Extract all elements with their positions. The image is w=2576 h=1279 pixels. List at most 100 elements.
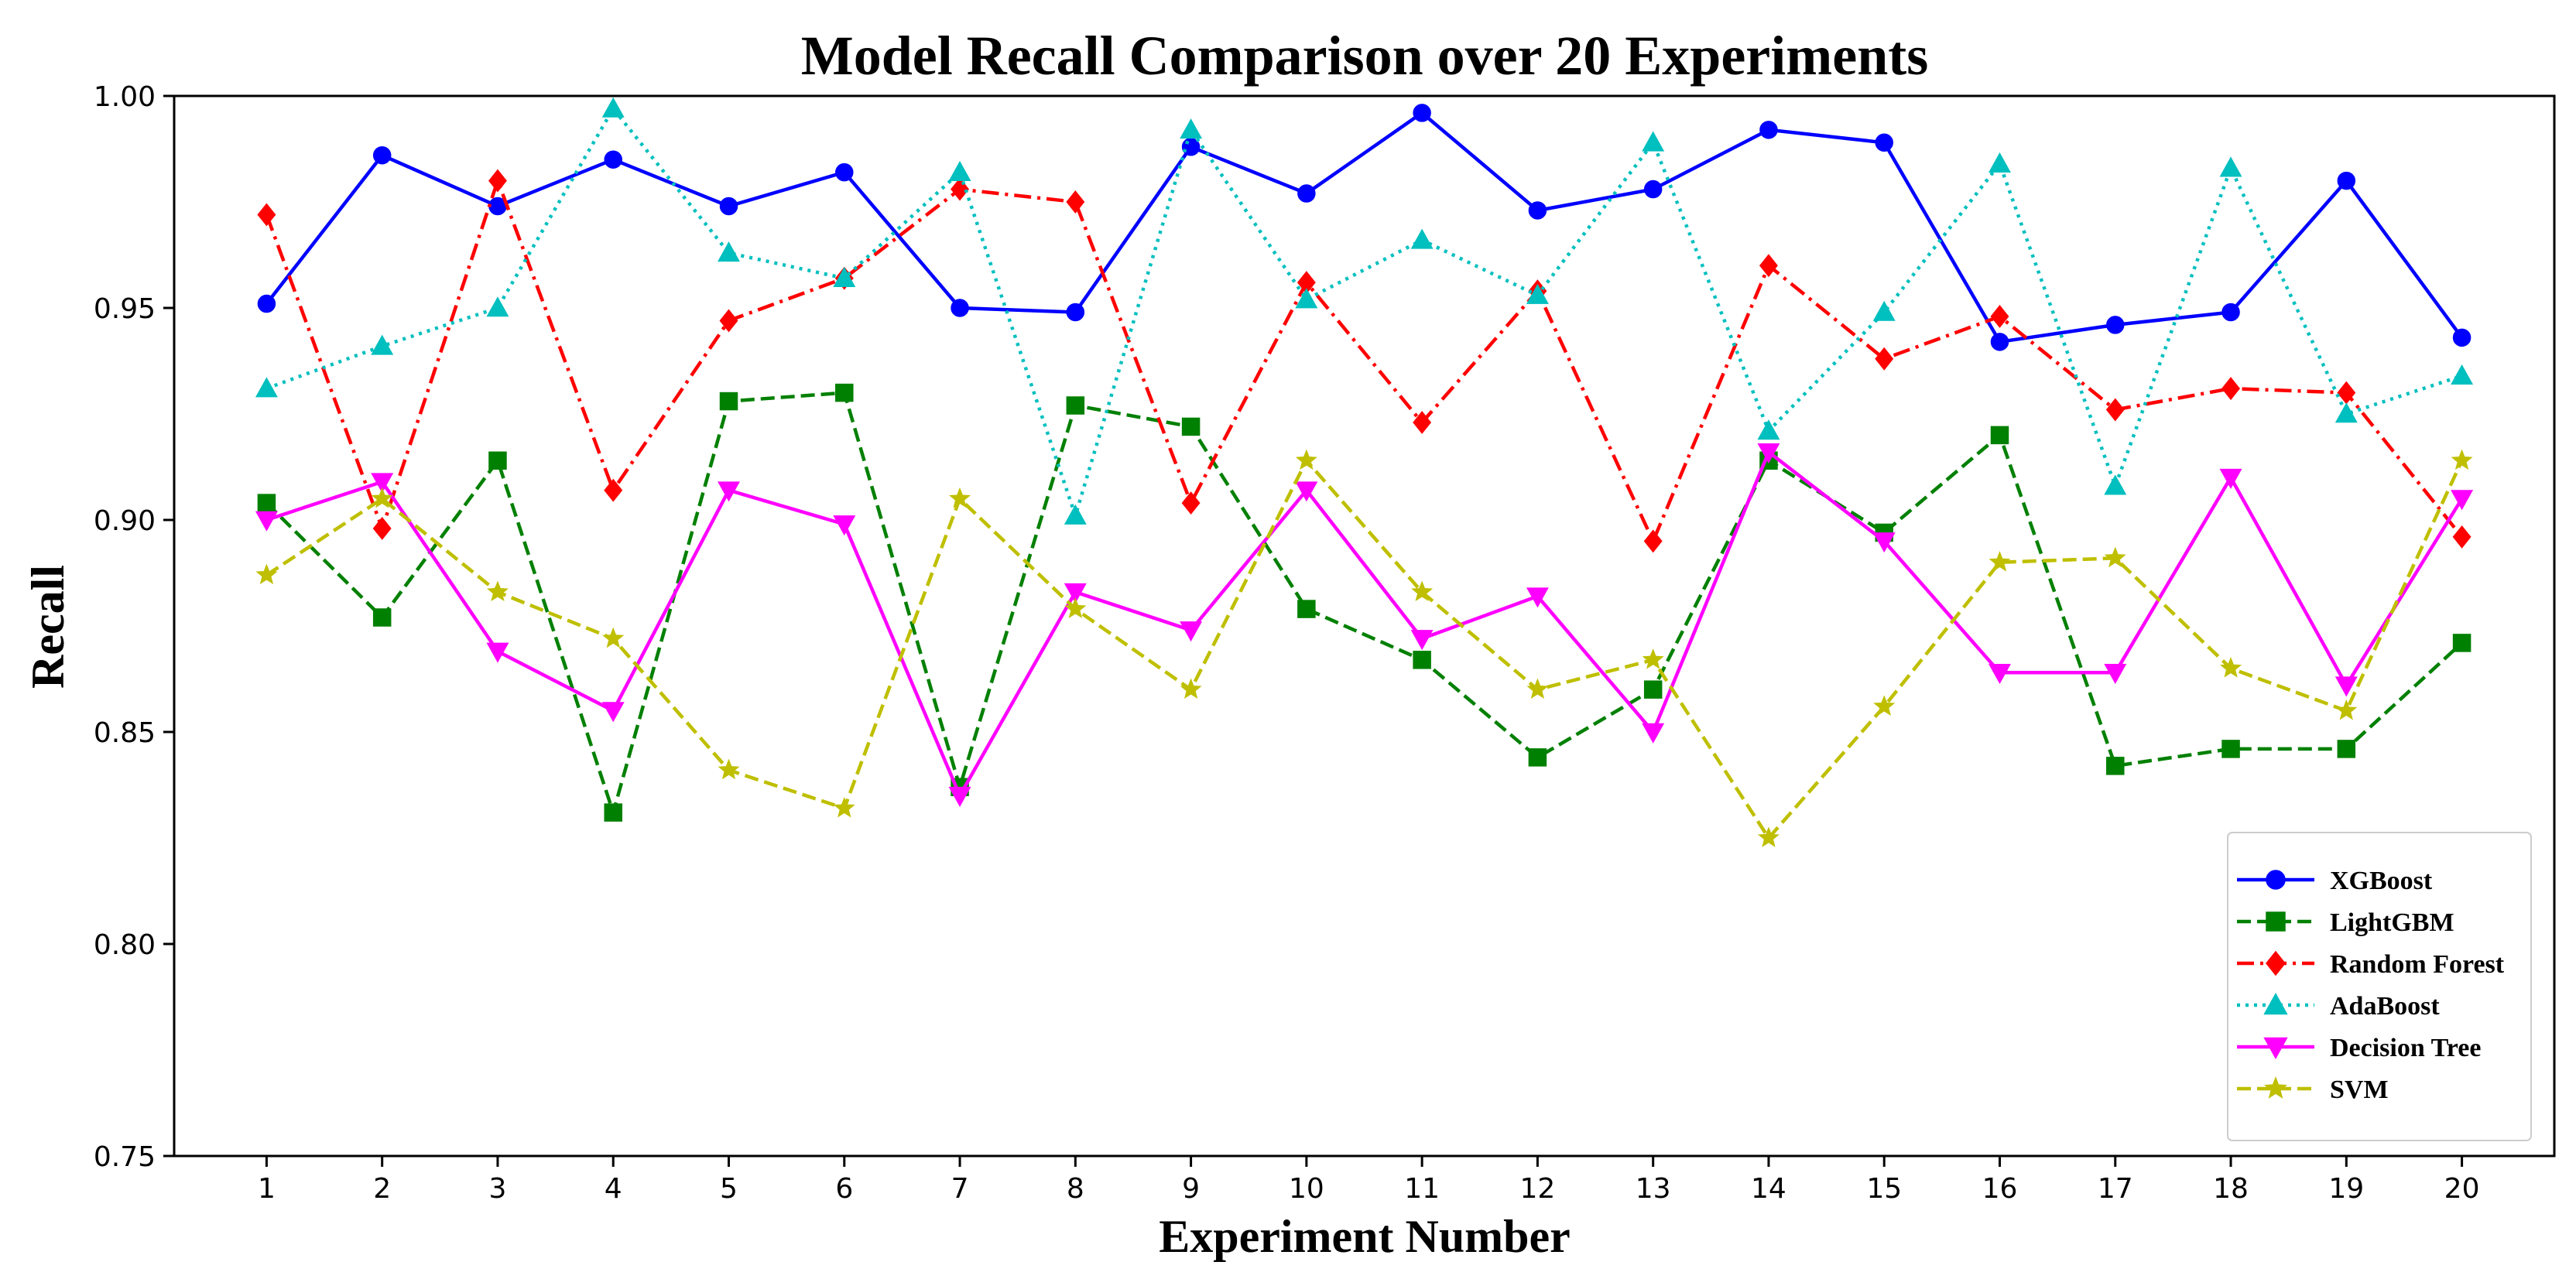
y-tick-label: 0.80 bbox=[94, 929, 156, 961]
data-point-lightgbm bbox=[1413, 651, 1431, 669]
data-point-svm bbox=[833, 796, 855, 818]
y-tick-label: 0.90 bbox=[94, 505, 156, 537]
data-point-svm bbox=[1642, 648, 1664, 669]
series-lightgbm bbox=[257, 383, 2472, 822]
y-axis-label: Recall bbox=[22, 565, 74, 689]
data-point-lightgbm bbox=[1990, 426, 2009, 445]
data-point-xgboost bbox=[835, 162, 854, 182]
x-tick-label: 10 bbox=[1289, 1173, 1324, 1205]
data-point-random-forest bbox=[1181, 491, 1201, 515]
series-line-lightgbm bbox=[265, 391, 2464, 815]
x-axis-label: Experiment Number bbox=[1159, 1211, 1571, 1262]
data-point-xgboost bbox=[2106, 316, 2125, 334]
legend-item-adaboost: AdaBoost bbox=[2237, 992, 2440, 1021]
series-line-svm bbox=[265, 459, 2464, 840]
x-tick-label: 19 bbox=[2328, 1173, 2364, 1205]
data-point-adaboost bbox=[1526, 283, 1549, 304]
data-point-svm bbox=[2335, 699, 2358, 720]
data-point-random-forest bbox=[1990, 305, 2009, 328]
data-point-decision-tree bbox=[486, 642, 509, 663]
data-point-lightgbm bbox=[488, 451, 507, 470]
legend-label: SVM bbox=[2330, 1076, 2389, 1104]
data-point-svm bbox=[1526, 678, 1549, 699]
data-point-svm bbox=[1873, 695, 1896, 716]
data-point-lightgbm bbox=[719, 392, 738, 411]
x-tick-label: 6 bbox=[835, 1173, 853, 1205]
series-layer bbox=[255, 97, 2474, 847]
data-point-decision-tree bbox=[255, 511, 278, 532]
legend-marker bbox=[2266, 911, 2286, 932]
legend-item-decision-tree: Decision Tree bbox=[2237, 1034, 2481, 1062]
plot-frame bbox=[173, 94, 2556, 1158]
legend-label: Random Forest bbox=[2330, 950, 2505, 979]
data-point-adaboost bbox=[1989, 152, 2011, 173]
data-point-lightgbm bbox=[1528, 748, 1547, 767]
x-tick-label: 14 bbox=[1751, 1173, 1786, 1205]
legend-marker bbox=[2263, 1037, 2288, 1059]
data-point-xgboost bbox=[1990, 333, 2009, 351]
y-tick-label: 0.85 bbox=[94, 717, 156, 749]
data-point-decision-tree bbox=[1642, 723, 1665, 744]
data-point-svm bbox=[2220, 657, 2242, 678]
data-point-decision-tree bbox=[601, 702, 625, 723]
data-point-random-forest bbox=[2452, 525, 2472, 549]
legend: XGBoost LightGBM Random Forest AdaBoost Deci… bbox=[2227, 832, 2532, 1141]
legend-marker bbox=[2263, 993, 2288, 1015]
data-point-decision-tree bbox=[1989, 663, 2011, 685]
x-tick-label: 16 bbox=[1982, 1173, 2018, 1205]
data-point-lightgbm bbox=[2106, 757, 2125, 775]
data-point-xgboost bbox=[1759, 121, 1778, 139]
data-point-adaboost bbox=[1064, 504, 1087, 525]
data-point-svm bbox=[1064, 597, 1087, 618]
data-point-adaboost bbox=[1757, 419, 1780, 440]
data-point-adaboost bbox=[1872, 300, 1896, 321]
data-point-xgboost bbox=[372, 145, 392, 165]
data-point-random-forest bbox=[604, 478, 623, 502]
data-point-random-forest bbox=[1066, 190, 1085, 214]
legend-marker bbox=[2263, 1076, 2288, 1099]
x-tick-label: 20 bbox=[2444, 1173, 2480, 1205]
data-point-lightgbm bbox=[372, 608, 392, 627]
data-point-adaboost bbox=[948, 160, 971, 181]
legend-marker bbox=[2266, 950, 2286, 976]
series-random-forest bbox=[257, 169, 2472, 553]
x-tick-label: 18 bbox=[2213, 1173, 2249, 1205]
series-svm bbox=[255, 449, 2473, 847]
data-point-svm bbox=[949, 487, 971, 508]
y-tick-label: 1.00 bbox=[94, 81, 156, 113]
data-point-decision-tree bbox=[2451, 490, 2474, 511]
data-point-xgboost bbox=[2452, 328, 2472, 347]
legend-item-lightgbm: LightGBM bbox=[2237, 908, 2454, 937]
data-point-decision-tree bbox=[1064, 583, 1087, 604]
data-point-lightgbm bbox=[604, 803, 622, 822]
data-point-random-forest bbox=[951, 177, 970, 201]
data-point-svm bbox=[1757, 826, 1780, 847]
data-point-lightgbm bbox=[2337, 740, 2356, 758]
data-point-lightgbm bbox=[1181, 417, 1201, 436]
legend-item-xgboost: XGBoost bbox=[2237, 867, 2433, 895]
data-point-adaboost bbox=[1642, 131, 1665, 152]
legend-item-random-forest: Random Forest bbox=[2237, 950, 2505, 979]
data-point-decision-tree bbox=[1295, 481, 1318, 502]
data-point-random-forest bbox=[488, 169, 507, 193]
x-tick-label: 17 bbox=[2098, 1173, 2133, 1205]
data-point-decision-tree bbox=[1872, 532, 1896, 553]
data-point-random-forest bbox=[1875, 347, 1894, 371]
data-point-svm bbox=[1411, 580, 1434, 602]
data-point-lightgbm bbox=[2221, 740, 2240, 758]
x-tick-label: 13 bbox=[1636, 1173, 1671, 1205]
data-point-decision-tree bbox=[948, 786, 971, 807]
series-xgboost bbox=[257, 104, 2472, 351]
data-point-lightgbm bbox=[2452, 634, 2472, 652]
legend-marker bbox=[2266, 870, 2286, 890]
data-point-svm bbox=[718, 758, 740, 780]
x-tick-label: 15 bbox=[1866, 1173, 1902, 1205]
chart-title: Model Recall Comparison over 20 Experime… bbox=[801, 25, 1929, 87]
data-point-random-forest bbox=[1643, 529, 1663, 553]
data-point-decision-tree bbox=[718, 481, 740, 502]
data-point-svm bbox=[602, 627, 625, 648]
data-point-random-forest bbox=[2105, 398, 2125, 422]
data-point-svm bbox=[486, 580, 509, 602]
data-point-decision-tree bbox=[371, 473, 394, 494]
x-tick-label: 11 bbox=[1404, 1173, 1440, 1205]
